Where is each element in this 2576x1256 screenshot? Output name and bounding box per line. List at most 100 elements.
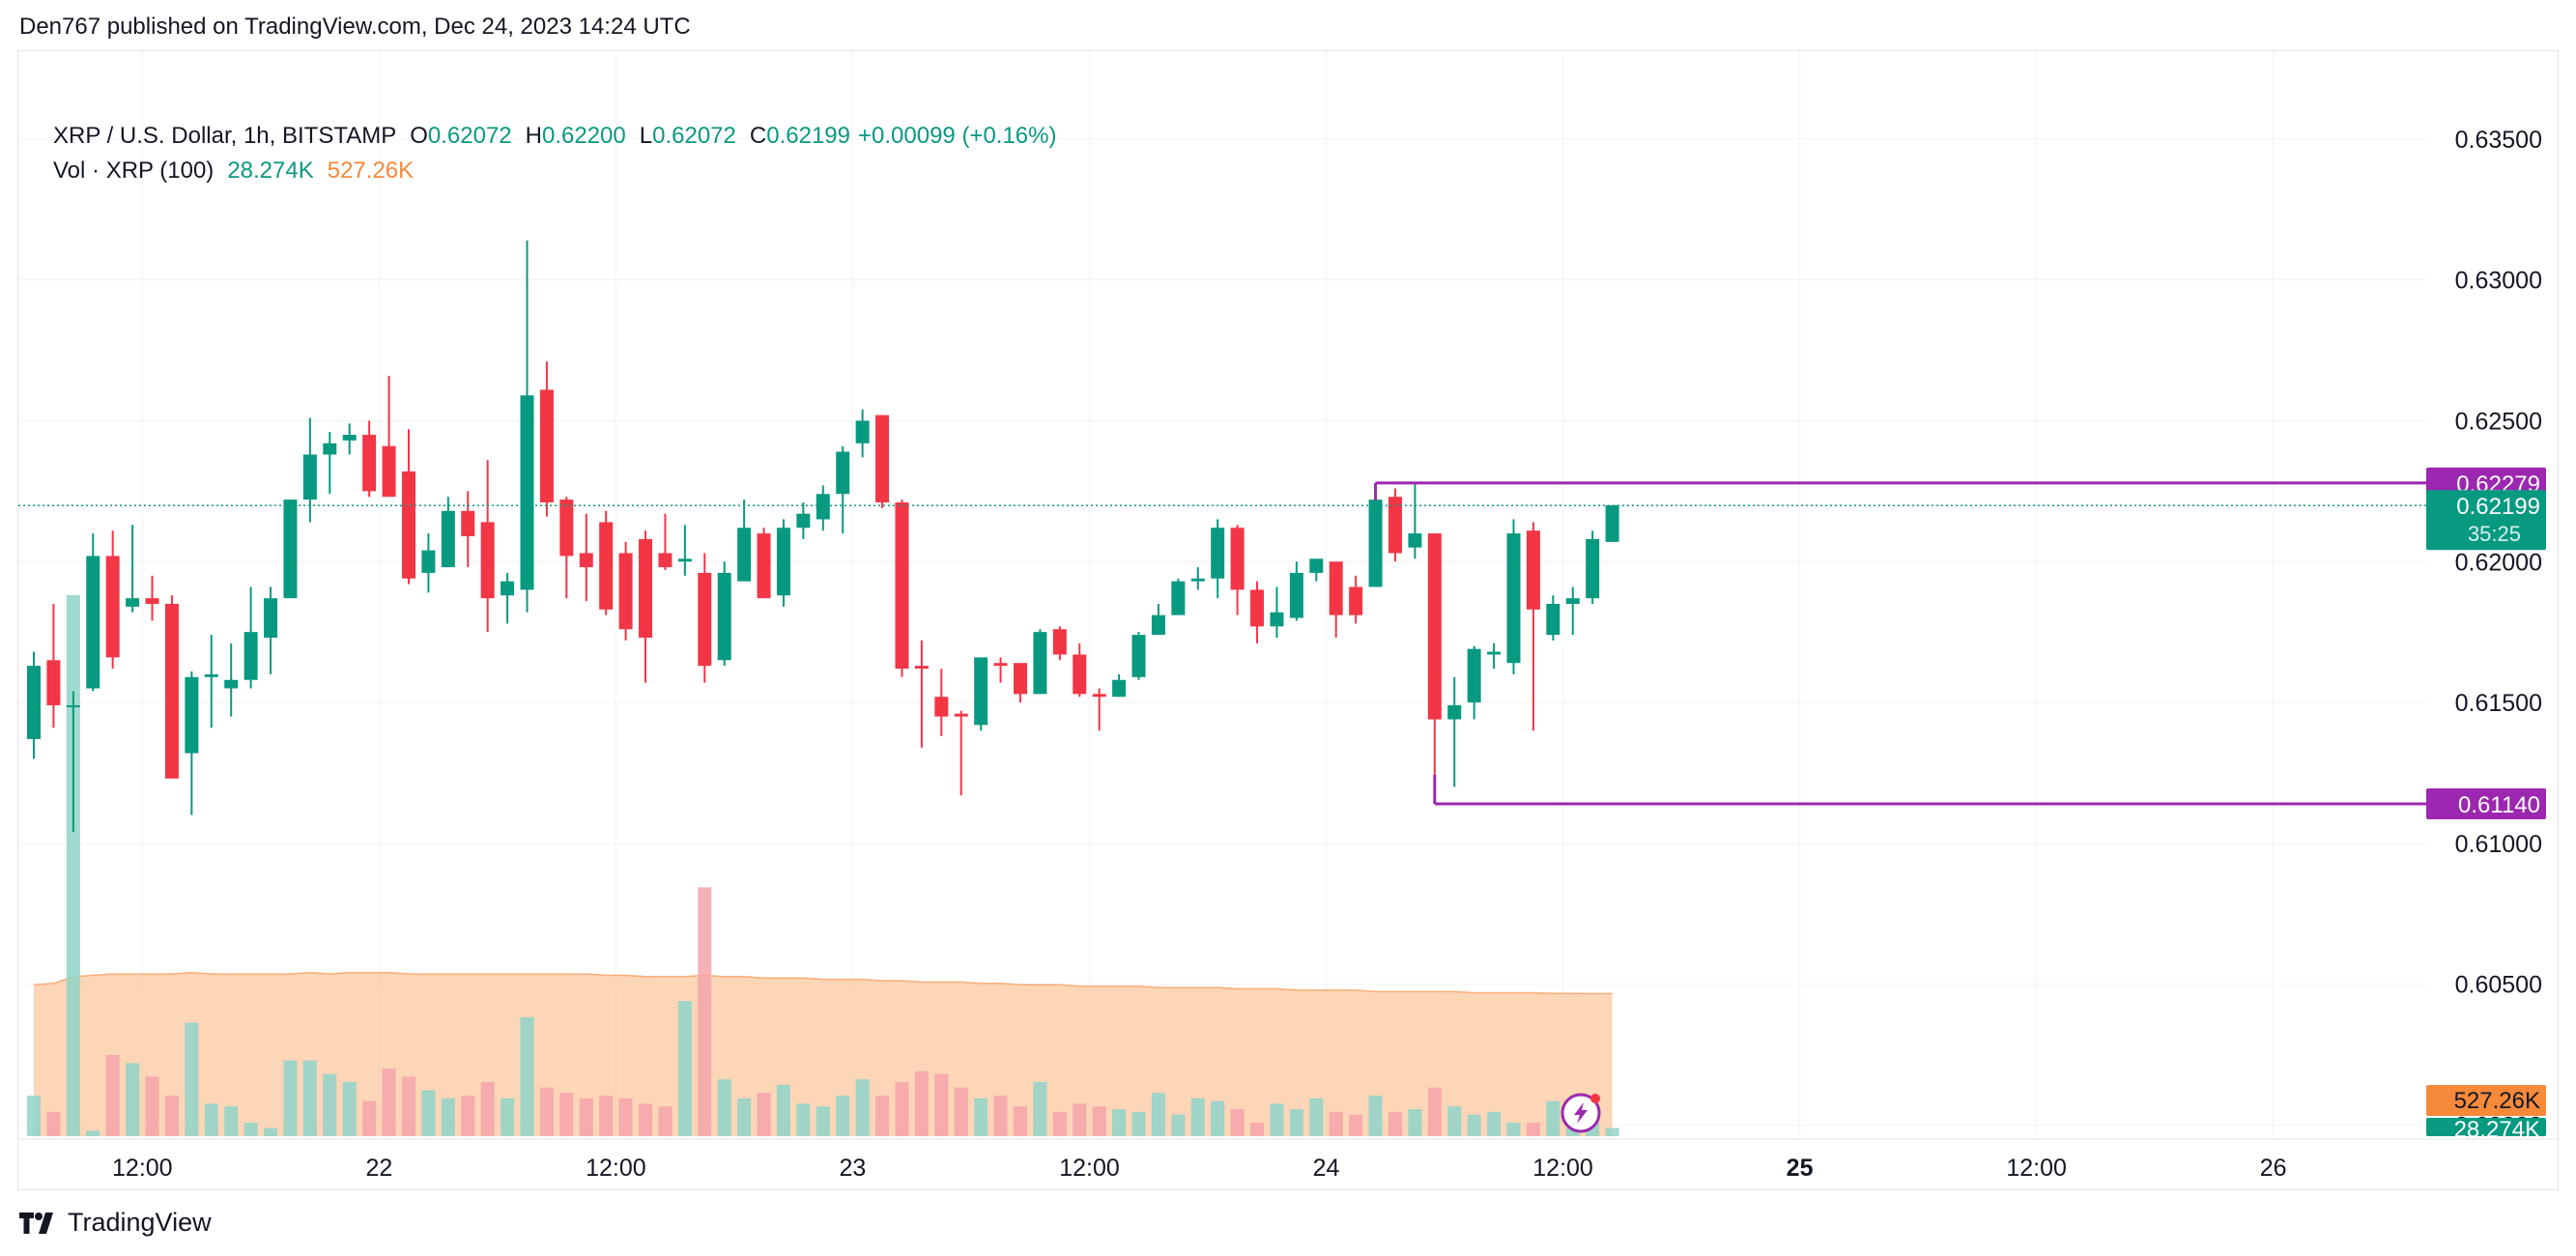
- candle-body: [1190, 578, 1205, 582]
- candle-body: [401, 471, 415, 579]
- volume-bar: [145, 1076, 159, 1136]
- candle: [1092, 688, 1106, 731]
- volume-bar: [362, 1100, 377, 1136]
- volume-bar: [934, 1073, 949, 1136]
- volume-bar: [618, 1098, 633, 1136]
- candle-body: [1329, 561, 1343, 615]
- level-price-tag: 0.61140: [2426, 788, 2546, 820]
- volume-bar: [974, 1098, 988, 1136]
- candle: [1151, 604, 1165, 636]
- bolt-shape: [1574, 1102, 1588, 1124]
- volume-bar: [816, 1106, 830, 1136]
- candle-body: [1427, 533, 1442, 720]
- candle-body: [816, 494, 830, 520]
- candle-body: [1073, 654, 1087, 695]
- volume-bar: [204, 1103, 218, 1136]
- candle: [875, 414, 890, 508]
- volume-bar: [993, 1096, 1008, 1136]
- candle-body: [836, 451, 850, 495]
- footer-brand[interactable]: TradingView: [19, 1208, 212, 1238]
- candle-body: [579, 553, 593, 568]
- candle-body: [1447, 704, 1462, 720]
- candle-body: [1092, 694, 1106, 698]
- candle: [501, 572, 515, 624]
- candle-body: [1349, 586, 1363, 615]
- volume-bar: [836, 1096, 850, 1136]
- chart-pane[interactable]: 0.600000.605000.610000.615000.620000.625…: [17, 50, 2560, 1191]
- volume-bar: [1506, 1123, 1521, 1136]
- symbol-title: XRP / U.S. Dollar, 1h, BITSTAMP: [53, 123, 397, 149]
- candle-body: [757, 533, 771, 599]
- candle: [954, 710, 968, 796]
- candle-body: [974, 657, 988, 726]
- candle: [579, 513, 593, 602]
- candle-body: [1605, 504, 1619, 542]
- volume-bar: [1171, 1114, 1186, 1136]
- candle-body: [1289, 572, 1303, 618]
- volume-bar: [1112, 1109, 1127, 1136]
- candle: [382, 375, 396, 498]
- candle-body: [1408, 533, 1422, 548]
- price-tick-label: 0.61000: [2455, 831, 2542, 858]
- candle-body: [1171, 581, 1186, 615]
- volume-bar: [283, 1060, 298, 1136]
- candle: [717, 561, 731, 667]
- volume-bar: [895, 1082, 909, 1136]
- candle: [302, 417, 317, 523]
- volume-bar: [1427, 1087, 1442, 1136]
- countdown-label: 35:25: [2468, 522, 2521, 546]
- last-price-tag-bg: [2426, 490, 2546, 551]
- candle: [1546, 595, 1560, 641]
- candle-body: [27, 666, 41, 739]
- candle: [836, 445, 850, 534]
- candle: [480, 460, 495, 633]
- last-price-label: 0.62199: [2456, 494, 2540, 520]
- volume-bar: [1447, 1106, 1462, 1136]
- candle: [185, 671, 199, 815]
- publish-caption: Den767 published on TradingView.com, Dec…: [19, 14, 691, 40]
- time-tick-label: 12:00: [2006, 1155, 2067, 1182]
- candle: [1073, 642, 1087, 698]
- candle: [1033, 629, 1047, 695]
- volume-bar: [501, 1098, 515, 1136]
- candle: [1586, 530, 1600, 604]
- price-chart[interactable]: 0.600000.605000.610000.615000.620000.625…: [18, 51, 2560, 1191]
- candle-body: [1131, 635, 1146, 677]
- candle-body: [105, 556, 120, 658]
- candle: [421, 533, 436, 593]
- candle-body: [185, 676, 199, 754]
- candle: [441, 497, 455, 568]
- candle-body: [1565, 598, 1580, 604]
- candle-body: [639, 538, 653, 638]
- volume-bar: [1526, 1123, 1540, 1136]
- candle: [1052, 626, 1067, 661]
- candle: [1289, 561, 1303, 621]
- volume-ma-value: 527.26K: [327, 157, 415, 184]
- candle: [1506, 519, 1521, 674]
- candle-body: [224, 679, 239, 689]
- candle-body: [1309, 558, 1324, 573]
- candle: [1190, 567, 1205, 590]
- candle: [243, 586, 258, 689]
- candle: [816, 485, 830, 531]
- candle: [362, 420, 377, 498]
- price-tick-label: 0.63000: [2455, 268, 2542, 295]
- high-value: 0.62200: [542, 123, 626, 149]
- volume-bar: [461, 1096, 475, 1136]
- brand-name: TradingView: [68, 1208, 212, 1237]
- volume-bar: [1565, 1128, 1580, 1136]
- lightning-icon[interactable]: [1560, 1093, 1601, 1133]
- price-tick-label: 0.63500: [2455, 127, 2542, 154]
- level-tag-label: 0.61140: [2458, 792, 2540, 818]
- volume-bar: [243, 1123, 258, 1136]
- candle-body: [1230, 528, 1245, 590]
- volume-bar: [579, 1098, 593, 1136]
- candle-body: [1368, 500, 1383, 587]
- volume-bar: [1289, 1109, 1303, 1136]
- volume-bar: [1151, 1093, 1165, 1136]
- volume-bar: [559, 1093, 574, 1136]
- candle-body: [618, 553, 633, 630]
- chart-legend: XRP / U.S. Dollar, 1h, BITSTAMP O0.62072 H…: [53, 119, 1057, 188]
- volume-ma-tag: 527.26K: [2426, 1085, 2546, 1116]
- candle-body: [1211, 528, 1225, 579]
